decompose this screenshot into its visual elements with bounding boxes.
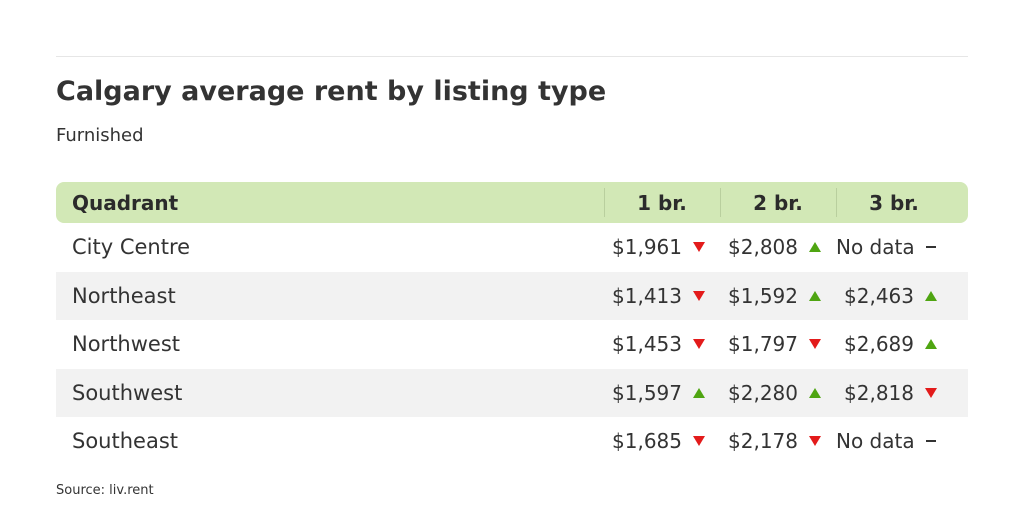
rent-cell: $1,961 (604, 235, 720, 259)
rent-cell: $1,413 (604, 284, 720, 308)
rent-cell: No data (836, 429, 952, 453)
rent-value: $1,413 (612, 283, 682, 308)
table-row: Southwest $1,597 $2,280 $2,818 (56, 368, 968, 417)
table-row: City Centre $1,961 $2,808 No data (56, 223, 968, 272)
column-header-3br: 3 br. (869, 190, 919, 215)
rent-cell: $2,178 (720, 429, 836, 453)
up-triangle-icon (808, 387, 822, 399)
chart-subtitle: Furnished (56, 125, 144, 146)
rent-value: $1,453 (612, 332, 682, 357)
row-quadrant-name: Southwest (72, 380, 183, 405)
up-triangle-icon (692, 387, 706, 399)
rent-cell: No data (836, 235, 952, 259)
rent-value: $1,797 (728, 332, 798, 357)
rent-table: Quadrant 1 br. 2 br. 3 br. City Centre $1… (56, 182, 968, 466)
rent-value: $2,689 (844, 332, 914, 357)
rent-cell: $2,689 (836, 332, 952, 356)
up-triangle-icon (924, 290, 938, 302)
rent-value: $2,463 (844, 283, 914, 308)
header-separator (604, 188, 605, 217)
rent-value: $1,592 (728, 283, 798, 308)
header-separator (720, 188, 721, 217)
rent-value: $1,597 (612, 380, 682, 405)
up-triangle-icon (808, 290, 822, 302)
row-quadrant-name: Southeast (72, 429, 178, 454)
rent-cell: $2,280 (720, 381, 836, 405)
table-row: Northeast $1,413 $1,592 $2,463 (56, 271, 968, 320)
table-header: Quadrant 1 br. 2 br. 3 br. (56, 182, 968, 223)
down-triangle-icon (692, 435, 706, 447)
table-row: Northwest $1,453 $1,797 $2,689 (56, 320, 968, 369)
dash-icon (925, 241, 938, 253)
up-triangle-icon (924, 338, 938, 350)
rent-cell: $1,592 (720, 284, 836, 308)
row-quadrant-name: Northwest (72, 332, 181, 357)
rent-cell: $1,797 (720, 332, 836, 356)
up-triangle-icon (808, 241, 822, 253)
down-triangle-icon (924, 387, 938, 399)
rent-cell: $2,808 (720, 235, 836, 259)
down-triangle-icon (692, 241, 706, 253)
rent-value: $1,685 (612, 429, 682, 454)
rent-cell: $2,463 (836, 284, 952, 308)
rent-value: $2,178 (728, 429, 798, 454)
rent-cell: $1,597 (604, 381, 720, 405)
column-header-1br: 1 br. (637, 190, 687, 215)
header-separator (836, 188, 837, 217)
table-row: Southeast $1,685 $2,178 No data (56, 417, 968, 466)
down-triangle-icon (692, 290, 706, 302)
down-triangle-icon (808, 338, 822, 350)
down-triangle-icon (692, 338, 706, 350)
rent-cell: $1,685 (604, 429, 720, 453)
rent-cell: $1,453 (604, 332, 720, 356)
row-quadrant-name: City Centre (72, 235, 191, 260)
table-body: City Centre $1,961 $2,808 No data Northeast $… (56, 223, 968, 466)
rent-value: $2,818 (844, 380, 914, 405)
source-note: Source: liv.rent (56, 483, 154, 498)
down-triangle-icon (808, 435, 822, 447)
rent-value: $2,280 (728, 380, 798, 405)
rent-value: No data (836, 429, 915, 454)
rent-value: No data (836, 235, 915, 260)
top-divider (56, 56, 968, 57)
rent-value: $1,961 (612, 235, 682, 260)
chart-title: Calgary average rent by listing type (56, 76, 607, 107)
column-header-2br: 2 br. (753, 190, 803, 215)
rent-cell: $2,818 (836, 381, 952, 405)
rent-value: $2,808 (728, 235, 798, 260)
row-quadrant-name: Northeast (72, 283, 176, 308)
column-header-quadrant: Quadrant (72, 190, 179, 215)
dash-icon (925, 435, 938, 447)
